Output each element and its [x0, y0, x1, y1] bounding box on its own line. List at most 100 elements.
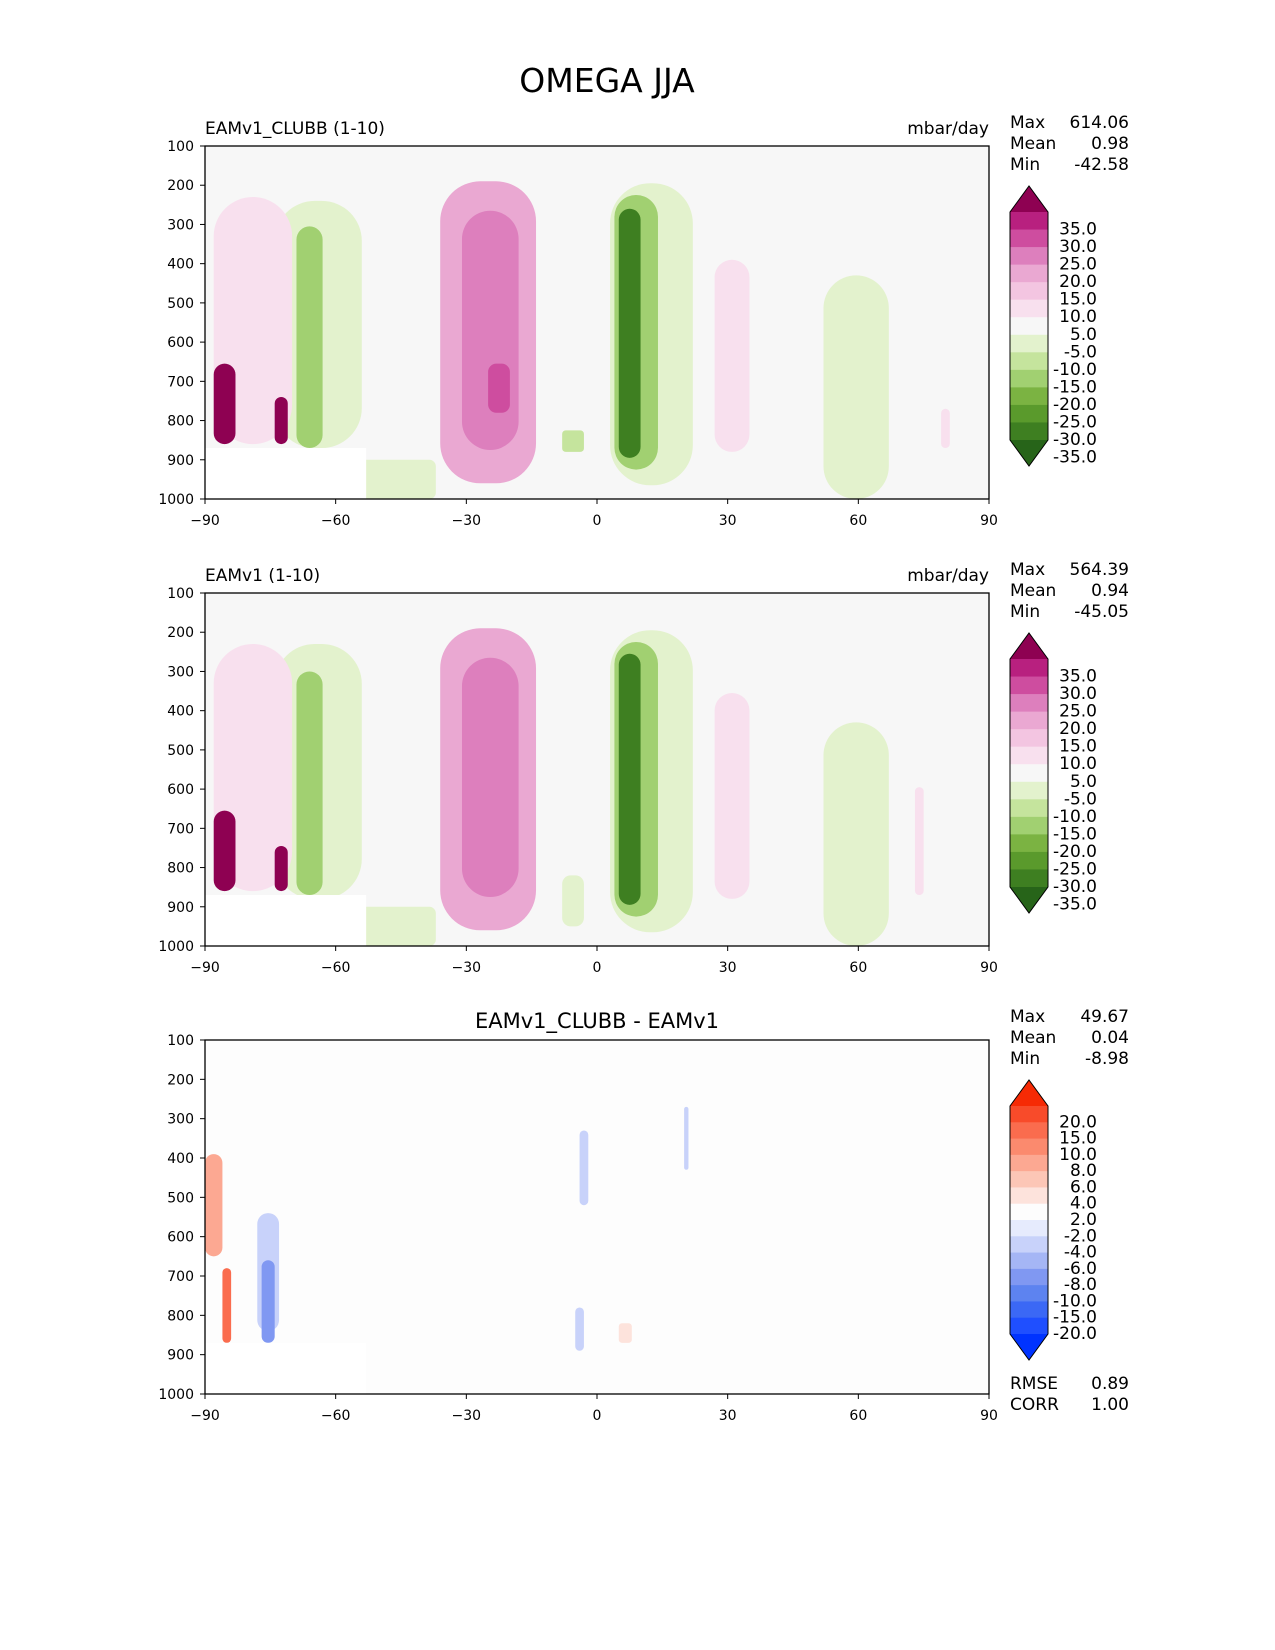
colorbar-label: -25.0: [1053, 412, 1097, 432]
stat-label-mean: Mean: [1010, 1028, 1056, 1048]
y-tick-label: 400: [167, 704, 194, 720]
colorbar-label: -35.0: [1053, 448, 1097, 468]
y-tick-label: 1000: [158, 939, 194, 955]
x-tick-label: 0: [593, 960, 602, 976]
colorbar-bin: [1010, 1203, 1048, 1221]
colorbar-bin: [1010, 816, 1048, 835]
x-tick-label: −90: [190, 513, 220, 529]
contour-region: [562, 430, 584, 452]
contour-region: [222, 1268, 232, 1343]
colorbar-label: -5.0: [1064, 342, 1097, 362]
colorbar-label: -10.0: [1053, 807, 1097, 827]
colorbar-bin: [1010, 746, 1048, 765]
stat-value-min: -42.58: [1074, 155, 1129, 175]
colorbar-bin: [1010, 247, 1048, 266]
colorbar-label: -5.0: [1064, 789, 1097, 809]
contour-region: [213, 363, 236, 445]
colorbar-outline: [1009, 632, 1049, 914]
colorbar-label: 5.0: [1070, 772, 1097, 792]
stat-value-min: -8.98: [1085, 1049, 1129, 1069]
colorbar-outline: [1009, 185, 1049, 467]
y-tick-label: 200: [167, 1072, 194, 1088]
colorbar: 20.015.010.08.06.04.02.0-2.0-4.0-6.0-8.0…: [1009, 1079, 1097, 1361]
x-tick-label: 30: [719, 513, 737, 529]
stat-value-mean: 0.98: [1091, 134, 1129, 154]
contour-region: [205, 1154, 223, 1257]
y-tick-label: 800: [167, 861, 194, 877]
x-tick-label: 90: [980, 960, 998, 976]
stat-value-max: 49.67: [1080, 1007, 1129, 1027]
x-tick-label: 0: [593, 1408, 602, 1424]
colorbar-bin: [1010, 1252, 1048, 1270]
stat-label-max: Max: [1010, 1007, 1045, 1027]
x-tick-label: 0: [593, 513, 602, 529]
stat-label-mean: Mean: [1010, 581, 1056, 601]
contour-region: [579, 1130, 589, 1206]
colorbar-label: -2.0: [1064, 1226, 1097, 1246]
y-tick-label: 200: [167, 625, 194, 641]
y-tick-label: 500: [167, 296, 194, 312]
colorbar-label: 30.0: [1059, 684, 1097, 704]
colorbar-label: -20.0: [1053, 395, 1097, 415]
stat-label-mean: Mean: [1010, 134, 1056, 154]
contour-region: [357, 906, 436, 946]
stat-value-max: 614.06: [1070, 113, 1129, 133]
colorbar-extend-max: [1010, 1080, 1048, 1106]
stat-value-corr: 1.00: [1091, 1395, 1129, 1415]
contour-region: [274, 397, 288, 445]
colorbar-label: -30.0: [1053, 430, 1097, 450]
colorbar-bin: [1010, 317, 1048, 336]
contour-region: [235, 1228, 258, 1343]
x-tick-label: 30: [719, 960, 737, 976]
contour-region: [488, 363, 510, 413]
colorbar-label: -15.0: [1053, 377, 1097, 397]
stat-label-max: Max: [1010, 560, 1045, 580]
contour-region: [618, 1323, 632, 1343]
colorbar-bin: [1010, 1317, 1048, 1335]
contour-region: [296, 226, 323, 449]
stat-label-corr: CORR: [1010, 1395, 1059, 1415]
colorbar-label: -8.0: [1064, 1275, 1097, 1295]
colorbar-label: 20.0: [1059, 1112, 1097, 1132]
colorbar-label: 4.0: [1070, 1194, 1097, 1214]
colorbar-bin: [1010, 282, 1048, 301]
colorbar-extend-min: [1010, 440, 1048, 466]
colorbar-extend-max: [1010, 633, 1048, 659]
plot-area: [205, 1040, 989, 1394]
contour-region: [914, 787, 924, 896]
colorbar-label: 10.0: [1059, 1145, 1097, 1165]
colorbar-bin: [1010, 711, 1048, 730]
y-tick-label: 300: [167, 217, 194, 233]
colorbar-label: -25.0: [1053, 859, 1097, 879]
stat-value-mean: 0.04: [1091, 1028, 1129, 1048]
x-tick-label: −30: [452, 513, 482, 529]
colorbar-bin: [1010, 1187, 1048, 1205]
colorbar-bin: [1010, 387, 1048, 406]
stat-label-min: Min: [1010, 155, 1040, 175]
x-tick-label: −30: [452, 1408, 482, 1424]
contour-region: [823, 275, 889, 499]
contour-region: [274, 845, 288, 892]
panel-title: EAMv1_CLUBB (1-10): [205, 119, 385, 139]
colorbar-bin: [1010, 1106, 1048, 1123]
contour-region: [213, 810, 236, 892]
contour-region: [714, 259, 750, 452]
x-tick-label: −30: [452, 960, 482, 976]
figure-title: OMEGA JJA: [519, 61, 695, 100]
topography-mask: [205, 448, 367, 500]
x-tick-label: −90: [190, 960, 220, 976]
y-tick-label: 500: [167, 1190, 194, 1206]
colorbar-label: 8.0: [1070, 1161, 1097, 1181]
y-tick-label: 900: [167, 453, 194, 469]
colorbar-bin: [1010, 334, 1048, 353]
y-tick-label: 700: [167, 374, 194, 390]
colorbar-bin: [1010, 1301, 1048, 1319]
colorbar-bin: [1010, 1122, 1048, 1140]
colorbar-label: 2.0: [1070, 1210, 1097, 1230]
colorbar-bin: [1010, 1236, 1048, 1254]
colorbar-bin: [1010, 212, 1048, 231]
x-tick-label: −90: [190, 1408, 220, 1424]
colorbar-label: -20.0: [1053, 842, 1097, 862]
